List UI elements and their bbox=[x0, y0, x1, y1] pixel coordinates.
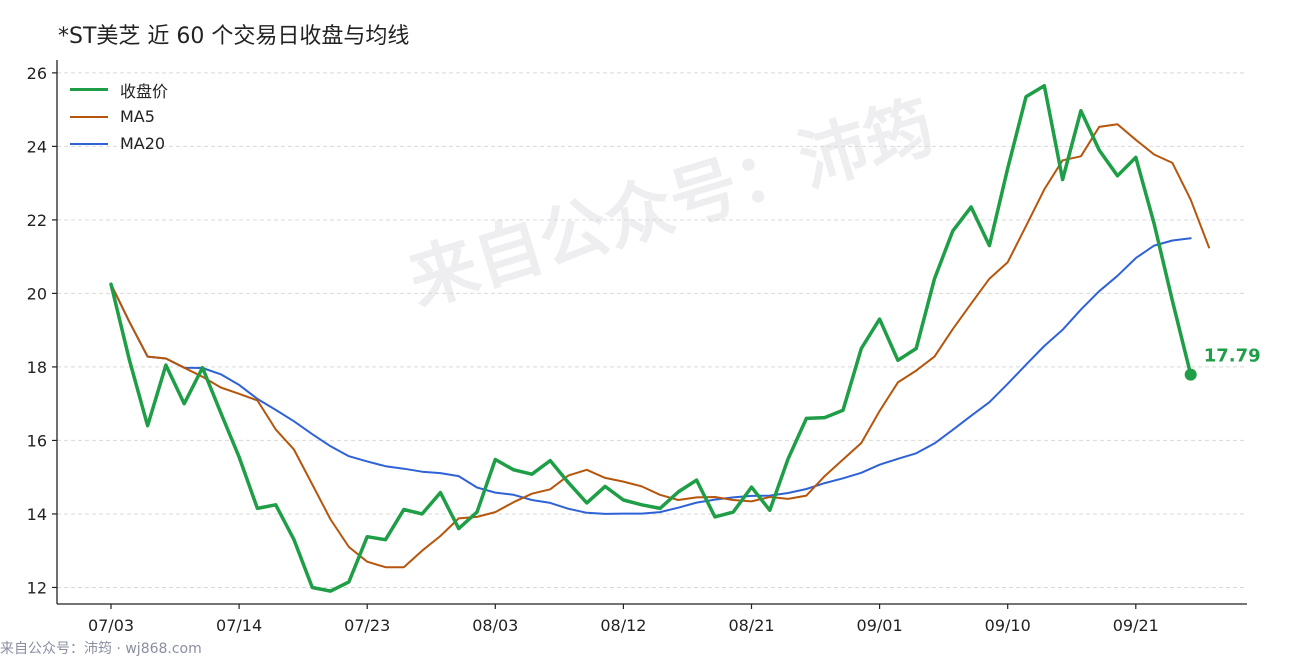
series-line-ma20 bbox=[110, 237, 1192, 515]
y-tick-label: 22 bbox=[27, 211, 47, 230]
legend-item-close: 收盘价 bbox=[70, 76, 168, 103]
legend-label-close: 收盘价 bbox=[120, 81, 169, 101]
x-tick-label: 09/10 bbox=[985, 616, 1031, 635]
y-tick-label: 12 bbox=[27, 578, 47, 597]
x-tick-label: 08/21 bbox=[728, 616, 774, 635]
x-tick-label: 09/21 bbox=[1113, 616, 1159, 635]
last-close-label: 17.79 bbox=[1204, 346, 1261, 367]
x-tick-label: 07/03 bbox=[88, 616, 134, 635]
legend: 收盘价 MA5 MA20 bbox=[70, 76, 168, 157]
series-line-close bbox=[109, 83, 1193, 593]
legend-label-ma5: MA5 bbox=[120, 107, 155, 126]
y-tick-label: 16 bbox=[27, 431, 47, 450]
legend-swatch-ma20 bbox=[70, 142, 108, 145]
last-close-point bbox=[1184, 368, 1197, 381]
y-tick-label: 18 bbox=[27, 358, 47, 377]
legend-label-ma20: MA20 bbox=[120, 134, 166, 153]
legend-item-ma20: MA20 bbox=[70, 130, 168, 157]
x-tick-label: 07/23 bbox=[344, 616, 390, 635]
x-tick-label: 09/01 bbox=[857, 616, 903, 635]
y-tick-label: 20 bbox=[27, 284, 47, 303]
y-tick-label: 26 bbox=[27, 64, 47, 83]
chart-title: *ST美芝 近 60 个交易日收盘与均线 bbox=[58, 24, 410, 49]
x-tick-label: 08/03 bbox=[472, 616, 518, 635]
legend-swatch-close bbox=[70, 88, 108, 91]
x-tick-label: 08/12 bbox=[600, 616, 646, 635]
footer-credit: 来自公众号：沛筠 · wj868.com bbox=[0, 641, 202, 657]
legend-item-ma5: MA5 bbox=[70, 103, 168, 130]
series-line-ma5 bbox=[110, 123, 1210, 569]
y-tick-label: 14 bbox=[27, 505, 47, 524]
legend-swatch-ma5 bbox=[70, 115, 108, 118]
y-tick-label: 24 bbox=[27, 137, 47, 156]
x-tick-label: 07/14 bbox=[216, 616, 262, 635]
